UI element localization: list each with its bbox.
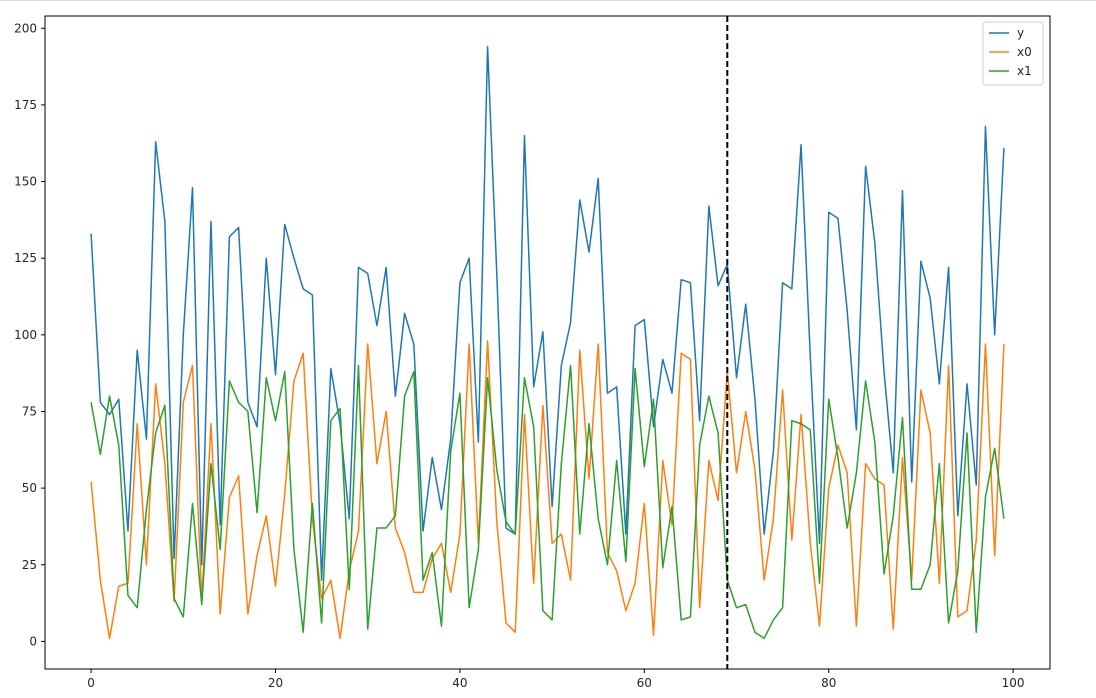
y-axis: 0 25 50 75 100 125 150 175 200	[14, 21, 45, 648]
x-tick-label: 40	[452, 676, 467, 690]
series-line-x1	[90, 364, 1005, 640]
legend-label-y: y	[1017, 26, 1024, 40]
x-tick-label: 20	[268, 676, 283, 690]
y-tick-label: 0	[29, 634, 37, 648]
x-tick-label: 100	[1002, 676, 1025, 690]
plot-lines	[90, 45, 1005, 640]
y-tick-label: 100	[14, 328, 37, 342]
legend: y x0 x1	[982, 21, 1044, 86]
y-tick-label: 125	[14, 251, 37, 265]
y-tick-label: 150	[14, 175, 37, 189]
legend-label-x1: x1	[1017, 64, 1032, 78]
y-tick-label: 200	[14, 21, 37, 35]
series-line-x0	[90, 340, 1005, 640]
x-tick-label: 80	[821, 676, 836, 690]
x-tick-label: 60	[637, 676, 652, 690]
axes-frame	[44, 15, 1051, 670]
y-tick-label: 175	[14, 98, 37, 112]
y-tick-label: 75	[22, 404, 37, 418]
legend-box	[982, 21, 1044, 86]
series-line-y	[90, 45, 1005, 581]
x-axis: 0 20 40 60 80 100	[87, 669, 1025, 690]
y-tick-label: 25	[22, 558, 37, 572]
x-tick-label: 0	[87, 676, 95, 690]
y-tick-label: 50	[22, 481, 37, 495]
top-border	[0, 0, 1096, 1]
legend-label-x0: x0	[1017, 45, 1032, 59]
